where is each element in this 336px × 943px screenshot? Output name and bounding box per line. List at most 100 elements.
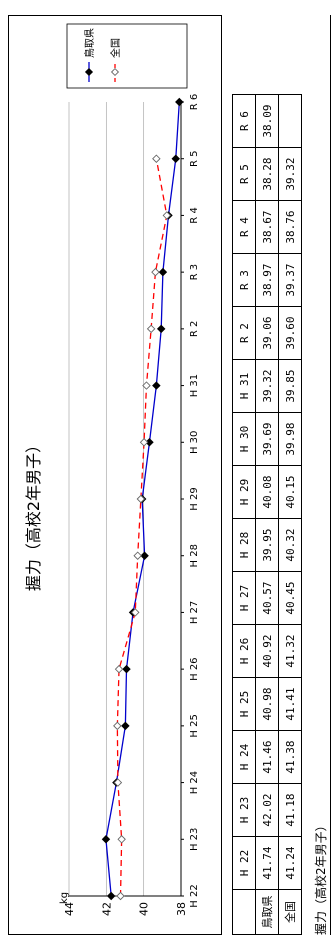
table-cell: 40.08 — [255, 465, 279, 519]
table-cell: 38.09 — [255, 94, 279, 148]
y-tick-label: 42 — [100, 902, 113, 916]
table-row-national: 全国 41.24 41.18 41.38 41.41 41.32 40.45 4… — [278, 94, 302, 935]
data-point — [117, 835, 126, 844]
table-cell: 41.24 — [278, 836, 302, 890]
series-markers — [101, 97, 184, 901]
table-caption: 握力（高校2年男子） — [314, 819, 328, 935]
table-year-header: R 5 — [232, 147, 256, 201]
data-point — [152, 154, 161, 163]
x-tick-label: H 24 — [189, 771, 200, 794]
legend: 鳥取県 全国 — [66, 23, 188, 89]
table-cell: 41.32 — [278, 624, 302, 678]
table-cell: 40.98 — [255, 677, 279, 731]
table-cell: 40.57 — [255, 571, 279, 625]
table-cell: 41.38 — [278, 730, 302, 784]
table-cell: 40.45 — [278, 571, 302, 625]
table-year-header: H 22 — [232, 836, 256, 890]
table-cell: 40.15 — [278, 465, 302, 519]
x-tick-label: R 2 — [189, 321, 200, 338]
x-tick-label: H 30 — [189, 431, 200, 454]
y-axis-unit: kg — [59, 892, 70, 904]
y-tick-label: 40 — [138, 902, 151, 916]
table-cell: 39.60 — [278, 306, 302, 360]
legend-box — [66, 23, 188, 89]
table-cell: 39.06 — [255, 306, 279, 360]
table-cell: 39.32 — [278, 147, 302, 201]
table-cell: 38.28 — [255, 147, 279, 201]
x-tick-label: R 4 — [189, 207, 200, 224]
data-point — [131, 608, 140, 617]
data-point — [158, 267, 168, 277]
table-year-header: R 2 — [232, 306, 256, 360]
table-year-header: H 30 — [232, 412, 256, 466]
table-cell: 41.74 — [255, 836, 279, 890]
x-tick-label: H 22 — [189, 884, 200, 907]
table-year-header: H 26 — [232, 624, 256, 678]
data-point — [146, 324, 156, 334]
x-tick-label: R 5 — [189, 150, 200, 167]
table-cell: 38.97 — [255, 253, 279, 307]
table-year-header: R 4 — [232, 200, 256, 254]
data-point — [101, 835, 111, 844]
table-year-header: H 24 — [232, 730, 256, 784]
table-cell: 39.95 — [255, 518, 279, 572]
axes — [69, 101, 184, 897]
top-border — [330, 15, 336, 935]
table-row-label: 全国 — [278, 889, 302, 935]
table-year-header: H 28 — [232, 518, 256, 572]
legend-label: 全国 — [109, 38, 122, 58]
x-tick-label: H 29 — [189, 487, 200, 510]
chart-frame: 握力（高校2年男子） kg 38 40 42 44 H 22 H 23 H 24 H 25 H… — [8, 15, 222, 935]
table-cell: 38.76 — [278, 200, 302, 254]
x-tick-label: H 27 — [189, 601, 200, 624]
data-point — [151, 267, 160, 277]
table-cell: 40.92 — [255, 624, 279, 678]
data-point — [142, 381, 151, 390]
table-year-header: H 25 — [232, 677, 256, 731]
table-year-header: H 23 — [232, 783, 256, 837]
table-header-row: H 22 H 23 H 24 H 25 H 26 H 27 H 28 H 29 … — [232, 94, 256, 935]
table-year-header: H 29 — [232, 465, 256, 519]
x-tick-labels: H 22 H 23 H 24 H 25 H 26 H 27 H 28 H 29 H 30 H 31… — [189, 94, 200, 908]
data-point — [116, 891, 125, 901]
y-tick-labels: 38 40 42 44 — [63, 902, 188, 916]
data-table: H 22 H 23 H 24 H 25 H 26 H 27 H 28 H 29 … — [232, 94, 302, 935]
table-year-header: H 31 — [232, 359, 256, 413]
x-tick-label: H 25 — [189, 714, 200, 737]
series-line — [116, 158, 168, 897]
table-cell: 41.18 — [278, 783, 302, 837]
data-point — [121, 721, 130, 731]
table-cell: 41.46 — [255, 730, 279, 784]
table-year-header: H 27 — [232, 571, 256, 625]
table-year-header: R 3 — [232, 253, 256, 307]
table-year-header: R 6 — [232, 94, 256, 148]
table-cell: 38.67 — [255, 200, 279, 254]
data-point — [171, 154, 181, 163]
table-corner-cell — [232, 889, 256, 935]
x-tick-label: R 3 — [189, 264, 200, 281]
legend-label: 鳥取県 — [83, 28, 96, 58]
legend-marker — [84, 67, 94, 77]
x-tick-label: R 6 — [189, 94, 200, 111]
table-cell: 40.32 — [278, 518, 302, 572]
table-cell: 39.32 — [255, 359, 279, 413]
data-point — [162, 211, 172, 220]
table-cell: 41.41 — [278, 677, 302, 731]
table-cell: 39.37 — [278, 253, 302, 307]
data-point — [106, 891, 116, 901]
data-point — [136, 494, 146, 504]
data-point — [145, 438, 154, 447]
table-cell — [278, 94, 302, 148]
y-tick-label: 44 — [63, 902, 76, 916]
x-tick-label: H 31 — [189, 374, 200, 397]
data-point — [114, 664, 124, 674]
data-point — [133, 551, 142, 560]
x-tick-label: H 23 — [189, 828, 200, 851]
table-row-label: 鳥取県 — [255, 889, 279, 935]
table-cell: 39.98 — [278, 412, 302, 466]
x-tick-label: H 28 — [189, 544, 200, 567]
data-point — [152, 381, 161, 390]
data-point — [113, 721, 122, 731]
